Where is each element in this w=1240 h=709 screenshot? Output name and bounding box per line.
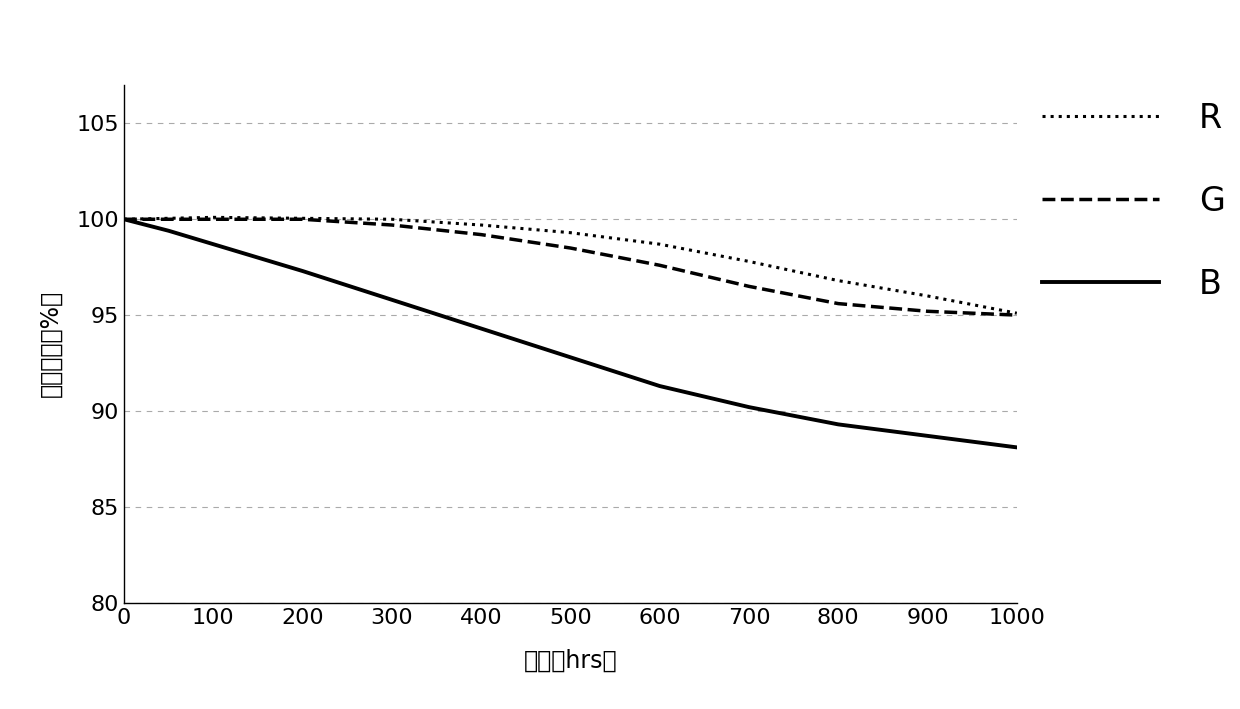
G: [920, 307, 935, 316]
B: [206, 240, 221, 248]
G: [563, 244, 578, 252]
G: [831, 299, 846, 308]
R: [206, 213, 221, 222]
R: [652, 240, 667, 248]
B: [652, 381, 667, 390]
G: [1009, 311, 1024, 319]
R: [161, 214, 176, 223]
R: [742, 257, 756, 266]
B: [384, 296, 399, 304]
G: [206, 215, 221, 223]
B: [295, 267, 310, 275]
R: [384, 215, 399, 223]
X-axis label: 时间（hrs）: 时间（hrs）: [523, 648, 618, 672]
R: [295, 214, 310, 223]
Line: G: G: [124, 219, 1017, 315]
R: [474, 220, 489, 229]
G: [652, 261, 667, 269]
B: [742, 403, 756, 411]
R: [1009, 309, 1024, 318]
B: [1009, 443, 1024, 452]
G: [474, 230, 489, 239]
B: [474, 324, 489, 333]
R: [831, 277, 846, 285]
B: [920, 432, 935, 440]
G: [161, 215, 176, 223]
G: [742, 282, 756, 291]
Y-axis label: 亮度比例（%）: 亮度比例（%）: [38, 290, 63, 398]
B: [117, 215, 131, 223]
Line: B: B: [124, 219, 1017, 447]
G: [295, 215, 310, 223]
Line: R: R: [124, 218, 1017, 313]
R: [117, 215, 131, 223]
G: [384, 220, 399, 229]
Legend: R, G, B: R, G, B: [1043, 102, 1225, 301]
G: [117, 215, 131, 223]
B: [563, 353, 578, 362]
B: [161, 226, 176, 235]
R: [563, 228, 578, 237]
B: [831, 420, 846, 429]
R: [920, 291, 935, 300]
